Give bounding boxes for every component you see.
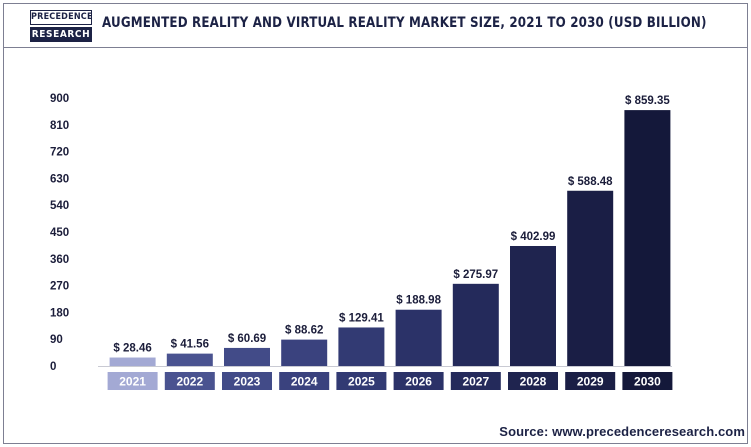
bar-2030 <box>624 110 671 366</box>
source-note: Source: www.precedenceresearch.com <box>499 424 745 439</box>
y-tick-label: 720 <box>50 147 69 159</box>
bar-2027 <box>452 283 499 366</box>
data-label-2028: $ 402.99 <box>511 231 556 243</box>
logo-bottom-text: RESEARCH <box>30 27 92 42</box>
chart-frame: PRECEDENCE RESEARCH AUGMENTED REALITY AN… <box>3 3 748 444</box>
y-tick-label: 630 <box>50 173 69 185</box>
category-box-2029 <box>565 372 616 390</box>
chart-title: AUGMENTED REALITY AND VIRTUAL REALITY MA… <box>102 15 707 31</box>
category-label-2022: 2022 <box>176 375 203 389</box>
data-label-2029: $ 588.48 <box>568 176 613 188</box>
y-tick-label: 540 <box>50 200 69 212</box>
bar-2024 <box>281 339 328 366</box>
category-label-2026: 2026 <box>405 375 432 389</box>
category-label-2030: 2030 <box>634 375 661 389</box>
y-tick-label: 0 <box>50 361 56 373</box>
category-label-2021: 2021 <box>119 375 146 389</box>
bar-2022 <box>166 353 213 366</box>
category-box-2024 <box>279 372 330 390</box>
data-label-2027: $ 275.97 <box>453 269 498 281</box>
category-box-2022 <box>164 372 215 390</box>
data-label-2026: $ 188.98 <box>396 295 441 307</box>
bar-2025 <box>338 327 385 366</box>
source-text: Source: www.precedenceresearch.com <box>499 424 745 439</box>
logo-top-text: PRECEDENCE <box>30 10 92 25</box>
bar-2023 <box>224 347 270 366</box>
y-tick-label: 180 <box>50 307 69 319</box>
category-label-2025: 2025 <box>348 375 375 389</box>
y-tick-label: 450 <box>50 227 69 239</box>
data-label-2023: $ 60.69 <box>228 333 266 345</box>
category-box-2030 <box>622 372 673 390</box>
category-label-2023: 2023 <box>234 375 261 389</box>
precedence-research-logo: PRECEDENCE RESEARCH <box>30 10 92 42</box>
category-box-2021 <box>107 372 158 390</box>
data-label-2024: $ 88.62 <box>285 325 323 337</box>
bar-2021 <box>109 357 156 366</box>
data-label-2022: $ 41.56 <box>171 339 209 351</box>
category-label-2024: 2024 <box>291 375 318 389</box>
bar-2028 <box>510 245 556 366</box>
y-tick-label: 90 <box>50 334 63 346</box>
y-tick-label: 360 <box>50 254 69 266</box>
category-box-2026 <box>393 372 444 390</box>
y-tick-label: 270 <box>50 281 69 293</box>
bar-2029 <box>567 190 614 366</box>
category-box-2027 <box>450 372 501 390</box>
category-box-2025 <box>336 372 387 390</box>
data-label-2030: $ 859.35 <box>625 95 670 107</box>
category-label-2028: 2028 <box>520 375 547 389</box>
y-tick-label: 810 <box>50 120 69 132</box>
category-box-2028 <box>508 372 558 390</box>
category-box-2023 <box>222 372 272 390</box>
category-label-2029: 2029 <box>577 375 604 389</box>
bar-2026 <box>395 309 442 366</box>
y-tick-label: 900 <box>50 93 69 105</box>
category-label-2027: 2027 <box>462 375 489 389</box>
data-label-2025: $ 129.41 <box>339 312 384 324</box>
data-label-2021: $ 28.46 <box>113 343 151 355</box>
chart-header: PRECEDENCE RESEARCH AUGMENTED REALITY AN… <box>4 4 747 48</box>
